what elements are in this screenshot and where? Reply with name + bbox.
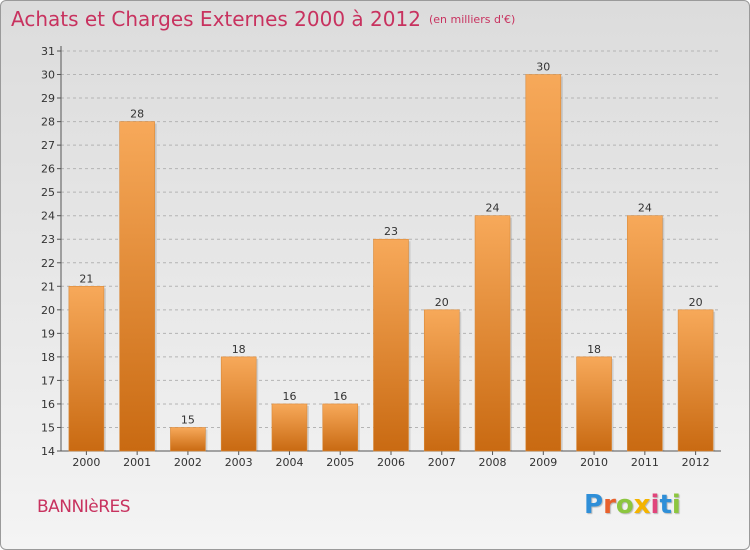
y-tick-label: 25 <box>41 186 55 199</box>
axis-layer: 14 15 16 17 18 19 20 21 22 23 24 25 26 27 28 29 30 31 <box>41 45 721 458</box>
logo-letter: x <box>633 490 651 520</box>
bar-value-label: 21 <box>79 272 93 285</box>
bar-value-label: 24 <box>638 202 652 215</box>
bar <box>525 74 562 452</box>
bar-value-label: 30 <box>536 61 550 74</box>
label-layer: 21 2000 28 2001 15 2002 18 2003 16 2004 16 2005 23 20… <box>72 61 709 469</box>
y-tick-label: 31 <box>41 45 55 58</box>
y-tick-label: 15 <box>41 421 55 434</box>
bar <box>220 356 257 452</box>
chart-unit: (en milliers d'€) <box>428 13 516 26</box>
chart-title: Achats et Charges Externes 2000 à 2012 (e… <box>11 7 515 31</box>
bar <box>271 403 308 452</box>
logo-letter: o <box>615 490 634 520</box>
bar-layer <box>68 74 716 452</box>
x-tick-label: 2005 <box>326 456 354 469</box>
bar-value-label: 15 <box>181 413 195 426</box>
bar-value-label: 18 <box>587 343 601 356</box>
y-tick-label: 19 <box>41 327 55 340</box>
y-tick-label: 23 <box>41 233 55 246</box>
x-tick-label: 2008 <box>479 456 507 469</box>
bar <box>576 356 612 452</box>
logo-letter: t <box>659 490 672 520</box>
bar-value-label: 20 <box>689 296 703 309</box>
x-tick-label: 2006 <box>377 456 405 469</box>
bar <box>68 285 105 452</box>
y-tick-label: 22 <box>41 257 55 270</box>
x-tick-label: 2001 <box>123 456 151 469</box>
bar <box>677 309 714 452</box>
y-tick-label: 30 <box>41 69 55 82</box>
x-tick-label: 2011 <box>631 456 659 469</box>
logo-letter: i <box>650 490 660 520</box>
bar <box>373 238 409 452</box>
y-tick-label: 28 <box>41 116 55 129</box>
y-tick-label: 16 <box>41 398 55 411</box>
bar <box>627 215 663 452</box>
x-tick-label: 2009 <box>529 456 557 469</box>
bar <box>423 309 460 452</box>
logo-letter: P <box>584 490 604 520</box>
x-tick-label: 2012 <box>682 456 710 469</box>
x-tick-label: 2004 <box>275 456 303 469</box>
place-name: BANNIèRES <box>37 497 131 517</box>
y-tick-label: 26 <box>41 163 55 176</box>
bar <box>322 403 359 452</box>
bar-value-label: 28 <box>130 108 144 121</box>
logo-letter: r <box>603 490 616 520</box>
x-tick-label: 2003 <box>225 456 253 469</box>
bar <box>119 121 155 452</box>
y-tick-label: 29 <box>41 92 55 105</box>
x-tick-label: 2000 <box>72 456 100 469</box>
logo-letter: i <box>671 490 681 520</box>
y-tick-label: 24 <box>41 210 55 223</box>
y-tick-label: 27 <box>41 139 55 152</box>
x-tick-label: 2002 <box>174 456 202 469</box>
x-tick-label: 2007 <box>428 456 456 469</box>
bar <box>474 215 511 452</box>
bar-value-label: 24 <box>486 202 500 215</box>
y-tick-label: 20 <box>41 304 55 317</box>
bar-value-label: 18 <box>232 343 246 356</box>
y-tick-label: 21 <box>41 280 55 293</box>
bar <box>170 427 206 452</box>
bar-value-label: 20 <box>435 296 449 309</box>
y-tick-label: 18 <box>41 351 55 364</box>
proxiti-logo: Proxiti <box>584 490 681 520</box>
bar-value-label: 16 <box>282 390 296 403</box>
y-tick-label: 17 <box>41 374 55 387</box>
y-tick-label: 14 <box>41 445 55 458</box>
x-tick-label: 2010 <box>580 456 608 469</box>
bar-value-label: 23 <box>384 225 398 238</box>
bar-value-label: 16 <box>333 390 347 403</box>
chart-title-text: Achats et Charges Externes 2000 à 2012 <box>11 7 421 31</box>
